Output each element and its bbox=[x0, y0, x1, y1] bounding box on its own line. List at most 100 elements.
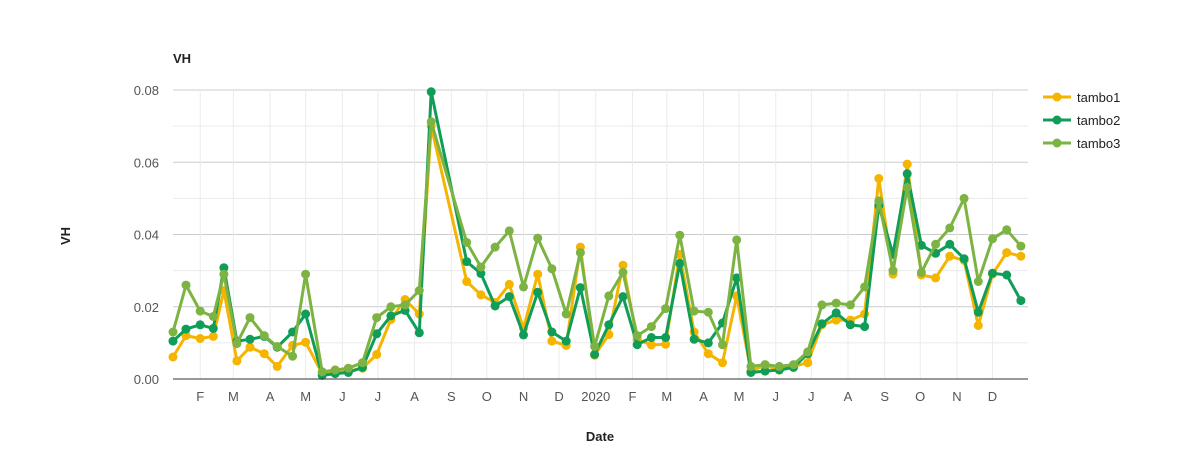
data-point-tambo3 bbox=[590, 342, 600, 351]
x-tick-label: F bbox=[628, 389, 636, 404]
data-point-tambo3 bbox=[746, 361, 756, 371]
data-point-tambo2 bbox=[414, 328, 424, 338]
data-point-tambo1 bbox=[232, 356, 242, 366]
data-point-tambo3 bbox=[386, 302, 396, 312]
data-point-tambo3 bbox=[232, 339, 242, 349]
data-point-tambo2 bbox=[372, 329, 382, 339]
data-point-tambo1 bbox=[718, 358, 727, 368]
data-point-tambo3 bbox=[343, 363, 353, 373]
data-point-tambo2 bbox=[386, 311, 396, 321]
data-point-tambo3 bbox=[490, 242, 500, 252]
data-point-tambo3 bbox=[874, 196, 884, 206]
x-tick-label: D bbox=[554, 389, 563, 404]
data-point-tambo3 bbox=[703, 307, 713, 317]
y-tick-label: 0.06 bbox=[134, 155, 159, 170]
data-point-tambo2 bbox=[208, 323, 218, 333]
x-axis-title: Date bbox=[586, 429, 614, 444]
x-tick-label: J bbox=[339, 389, 346, 404]
x-tick-label: O bbox=[915, 389, 925, 404]
data-point-tambo3 bbox=[414, 286, 424, 295]
data-point-tambo2 bbox=[831, 308, 841, 318]
data-point-tambo2 bbox=[945, 239, 955, 249]
axes: 0.00 0.02 0.04 0.06 0.08 F M A M J J A S O N D 2020 F M A M J… bbox=[134, 83, 1028, 404]
data-point-tambo1 bbox=[803, 358, 813, 368]
data-point-tambo3 bbox=[208, 312, 218, 321]
data-point-tambo3 bbox=[902, 183, 912, 192]
x-tick-label: D bbox=[988, 389, 997, 404]
data-point-tambo2 bbox=[646, 333, 656, 342]
data-point-tambo3 bbox=[259, 331, 269, 341]
x-tick-label: J bbox=[773, 389, 780, 404]
data-point-tambo1 bbox=[931, 273, 941, 283]
data-point-tambo3 bbox=[646, 322, 656, 332]
data-point-tambo1 bbox=[945, 251, 955, 261]
x-tick-label: J bbox=[808, 389, 815, 404]
data-point-tambo1 bbox=[831, 315, 841, 325]
data-point-tambo3 bbox=[533, 233, 543, 243]
data-point-tambo3 bbox=[803, 347, 813, 357]
y-tick-label: 0.00 bbox=[134, 372, 159, 387]
data-point-tambo2 bbox=[504, 292, 514, 302]
x-tick-label: M bbox=[300, 389, 311, 404]
data-point-tambo1 bbox=[703, 349, 713, 359]
data-point-tambo2 bbox=[732, 273, 742, 283]
y-axis-title: VH bbox=[58, 227, 73, 245]
legend-item-tambo3: tambo3 bbox=[1043, 136, 1120, 151]
x-tick-label: F bbox=[196, 389, 204, 404]
data-point-tambo3 bbox=[860, 282, 870, 292]
data-point-tambo3 bbox=[817, 300, 827, 310]
data-point-tambo1 bbox=[504, 279, 514, 289]
data-point-tambo1 bbox=[1016, 251, 1026, 261]
data-point-tambo3 bbox=[426, 117, 436, 127]
data-point-tambo2 bbox=[618, 292, 628, 302]
data-point-tambo3 bbox=[168, 327, 178, 337]
data-point-tambo2 bbox=[168, 336, 178, 346]
data-point-tambo3 bbox=[575, 248, 585, 258]
data-point-tambo2 bbox=[689, 334, 699, 344]
data-point-tambo2 bbox=[760, 366, 770, 376]
data-point-tambo2 bbox=[860, 322, 870, 332]
data-point-tambo1 bbox=[195, 334, 205, 343]
legend-swatch-dot bbox=[1052, 92, 1062, 102]
data-point-tambo2 bbox=[561, 336, 571, 346]
data-point-tambo3 bbox=[831, 298, 841, 308]
data-point-tambo3 bbox=[301, 269, 311, 279]
data-point-tambo3 bbox=[372, 313, 382, 323]
data-point-tambo1 bbox=[661, 339, 671, 349]
data-point-tambo3 bbox=[675, 230, 685, 240]
data-point-tambo3 bbox=[959, 193, 969, 203]
data-point-tambo3 bbox=[988, 234, 997, 244]
legend: tambo1 tambo2 tambo3 bbox=[1043, 90, 1120, 151]
data-point-tambo1 bbox=[301, 337, 311, 347]
x-tick-label: A bbox=[266, 389, 275, 404]
data-point-tambo2 bbox=[817, 319, 827, 329]
x-tick-label: A bbox=[410, 389, 419, 404]
data-point-tambo3 bbox=[604, 291, 614, 301]
data-point-tambo2 bbox=[195, 320, 205, 330]
data-point-tambo2 bbox=[245, 334, 255, 344]
chart-title: VH bbox=[173, 51, 191, 66]
x-tick-label: A bbox=[699, 389, 708, 404]
x-tick-label: A bbox=[844, 389, 853, 404]
data-point-tambo2 bbox=[1002, 270, 1012, 280]
data-point-tambo1 bbox=[533, 269, 543, 279]
data-point-tambo3 bbox=[272, 342, 282, 351]
data-point-tambo2 bbox=[490, 301, 500, 311]
data-point-tambo3 bbox=[661, 304, 671, 314]
data-point-tambo2 bbox=[519, 330, 528, 340]
x-tick-label: S bbox=[447, 389, 456, 404]
x-tick-label: M bbox=[661, 389, 672, 404]
data-point-tambo3 bbox=[760, 360, 770, 370]
data-point-tambo2 bbox=[675, 258, 685, 268]
data-point-tambo3 bbox=[1016, 241, 1026, 251]
x-tick-label: S bbox=[880, 389, 889, 404]
data-point-tambo2 bbox=[604, 320, 614, 330]
data-point-tambo3 bbox=[718, 340, 727, 350]
data-point-tambo1 bbox=[181, 331, 191, 341]
data-point-tambo1 bbox=[168, 352, 178, 362]
data-point-tambo3 bbox=[632, 331, 642, 341]
data-point-tambo2 bbox=[703, 338, 713, 348]
data-point-tambo2 bbox=[426, 87, 436, 97]
x-tick-label: N bbox=[952, 389, 961, 404]
